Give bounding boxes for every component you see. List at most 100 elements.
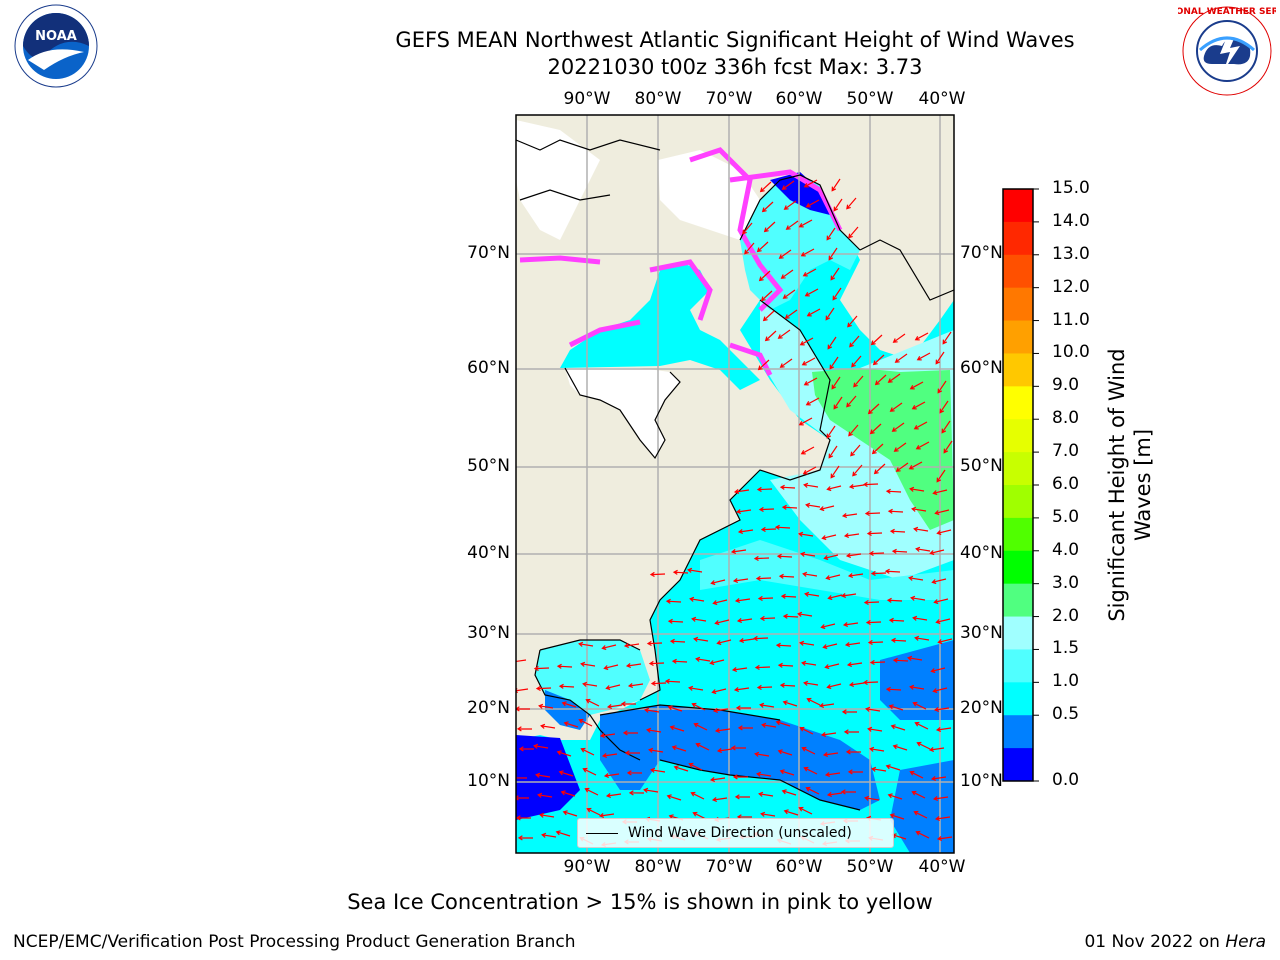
wind-wave-arrow: [831, 376, 841, 390]
arctic-ice-2: [516, 120, 600, 240]
wind-wave-arrow: [556, 663, 573, 669]
wind-wave-arrow: [646, 640, 663, 647]
wind-wave-arrow: [742, 222, 753, 235]
top-lon-label: 80°W: [634, 89, 682, 109]
wind-wave-arrow: [890, 724, 906, 731]
wind-wave-arrow: [930, 776, 947, 782]
wind-wave-arrow: [803, 377, 818, 386]
wind-wave-arrow: [710, 579, 726, 586]
wind-wave-arrow: [754, 751, 770, 757]
sea-ice-note-text: Sea Ice Concentration > 15% is shown in …: [347, 890, 933, 914]
wind-wave-arrow: [516, 775, 528, 781]
wind-wave-arrow: [933, 598, 949, 605]
left-lat-label: 30°N: [467, 623, 510, 643]
wind-wave-arrow: [846, 395, 857, 408]
wind-wave-arrow: [932, 489, 948, 496]
wind-wave-arrow: [801, 660, 817, 666]
nws-logo: NATIONAL WEATHER SERVICE: [1152, 4, 1280, 98]
colorbar-segment: [1003, 485, 1033, 519]
wind-wave-arrow: [913, 421, 928, 430]
wind-wave-arrow: [671, 745, 687, 752]
wind-wave-arrow: [908, 461, 923, 470]
colorbar-tick-label: 12.0: [1052, 276, 1090, 297]
wind-wave-arrow: [870, 570, 887, 577]
wind-wave-arrow: [910, 595, 926, 601]
wind-wave-arrow: [628, 790, 645, 796]
wind-wave-arrow: [799, 337, 814, 346]
wind-wave-arrow: [830, 465, 840, 479]
wind-wave-arrow: [757, 359, 770, 371]
wind-wave-arrow: [714, 619, 730, 626]
wind-wave-arrow: [830, 267, 840, 281]
wind-wave-arrow: [801, 357, 816, 366]
wind-wave-arrow: [915, 830, 930, 839]
wind-wave-arrow: [937, 638, 953, 645]
wind-wave-arrow: [759, 702, 775, 708]
wind-wave-arrow: [779, 769, 795, 776]
colorbar-segment: [1003, 583, 1033, 618]
wind-wave-arrow: [673, 765, 689, 772]
wind-wave-arrow: [884, 568, 901, 574]
wind-wave-arrow: [562, 810, 578, 817]
wind-wave-arrow: [890, 637, 907, 643]
wind-wave-arrow: [848, 682, 865, 688]
wind-wave-arrow: [709, 659, 725, 666]
wind-wave-arrow: [826, 425, 836, 439]
wind-wave-arrow: [779, 358, 793, 368]
wind-wave-arrow: [805, 786, 820, 795]
wind-wave-arrow: [799, 726, 814, 735]
wind-wave-arrow: [914, 635, 930, 641]
wind-wave-arrow: [605, 684, 621, 691]
wind-wave-arrow: [943, 440, 953, 454]
wind-wave-arrow: [802, 268, 817, 277]
wind-wave-arrow: [620, 701, 637, 707]
wind-wave-arrow: [851, 355, 862, 368]
wind-wave-arrow: [516, 726, 533, 732]
wind-wave-arrow: [688, 762, 703, 771]
wind-wave-arrow: [864, 795, 880, 801]
wind-wave-arrow: [782, 289, 796, 299]
wind-wave-arrow: [865, 619, 882, 626]
wind-wave-arrow: [819, 505, 835, 512]
wind-wave-arrow: [885, 488, 902, 494]
wind-wave-arrow: [887, 793, 903, 800]
wind-wave-arrow: [734, 598, 751, 604]
wind-wave-arrow: [852, 464, 863, 477]
wind-wave-arrow: [934, 816, 951, 822]
colorbar-tick-label: 1.5: [1052, 638, 1080, 659]
wind-wave-arrow: [756, 684, 773, 691]
wind-wave-arrow: [939, 400, 949, 414]
wind-wave-arrow: [650, 680, 667, 687]
wind-wave-arrow: [911, 790, 926, 799]
wind-wave-arrow: [892, 333, 906, 343]
colorbar-title-line2: Waves [m]: [1131, 428, 1155, 542]
wind-wave-arrow: [580, 747, 595, 756]
wind-wave-arrow: [885, 764, 901, 771]
colorbar: [1002, 188, 1039, 782]
wind-wave-arrow: [763, 221, 776, 233]
wind-wave-arrow: [754, 664, 771, 671]
wind-wave-arrow: [888, 617, 905, 623]
wind-wave-arrow: [693, 722, 708, 731]
wind-wave-arrow: [822, 643, 838, 650]
wind-wave-arrow: [760, 290, 773, 302]
wind-wave-arrow: [776, 553, 793, 559]
wind-wave-arrow: [689, 596, 705, 602]
wind-wave-arrow: [627, 683, 644, 689]
wind-wave-arrow: [911, 506, 927, 512]
wind-wave-arrow: [864, 510, 881, 517]
colorbar-tick-label: 14.0: [1052, 210, 1090, 231]
wind-wave-arrow: [605, 793, 622, 799]
wind-wave-arrow: [826, 792, 843, 798]
wind-wave-arrow: [730, 745, 747, 751]
date-label: 01 Nov 2022 on: [1084, 932, 1220, 952]
low-wave-caribbean: [600, 705, 880, 810]
wind-wave-arrow: [758, 270, 771, 282]
wind-wave-arrow: [784, 309, 798, 319]
wind-wave-arrow: [733, 687, 750, 693]
wind-wave-arrow: [862, 679, 879, 686]
wind-wave-arrow: [556, 750, 572, 757]
wind-wave-arrow: [833, 396, 843, 410]
wind-wave-arrow: [909, 486, 925, 492]
